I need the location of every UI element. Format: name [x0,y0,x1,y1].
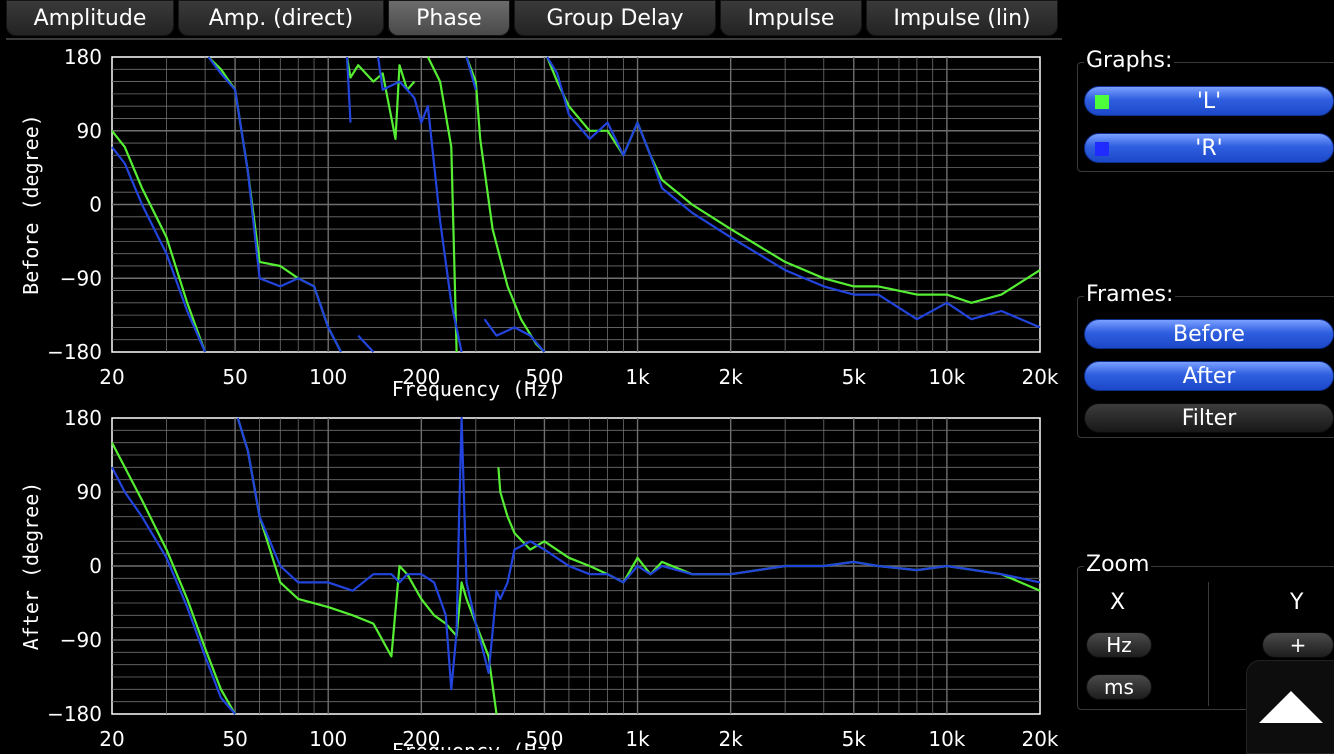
frame-after-button[interactable]: After [1084,361,1334,391]
x-tick-label: 500 [525,727,563,750]
x-tick-label: 5k [842,365,867,389]
series-line-L [111,56,1041,353]
zoom-x-hz-button[interactable]: Hz [1086,632,1152,658]
y-tick-label: 180 [64,45,102,69]
y-tick-label: −180 [47,340,102,364]
x-tick-label: 100 [309,727,347,750]
graph-L-button[interactable]: 'L' [1084,86,1334,116]
zoom-x-ms-button[interactable]: ms [1086,674,1152,700]
y-tick-label: −90 [60,266,102,290]
x-tick-label: 5k [842,727,867,750]
graph-L-label: 'L' [1196,89,1222,114]
x-tick-label: 100 [309,365,347,389]
x-tick-label: 200 [402,727,440,750]
x-axis-label: Frequency (Hz) [392,377,561,401]
y-axis-label: Before (degree) [19,114,43,295]
x-tick-label: 20k [1021,727,1058,750]
x-tick-label: 200 [402,365,440,389]
x-tick-label: 500 [525,365,563,389]
graph-R-button[interactable]: 'R' [1084,133,1334,163]
graphs-group [1077,62,1334,172]
x-tick-label: 50 [222,727,247,750]
x-tick-label: 1k [625,727,650,750]
y-tick-label: −180 [47,702,102,726]
tab-bar: Amplitude Amp. (direct) Phase Group Dela… [6,0,1062,38]
graph-L-swatch [1095,95,1109,109]
tab-impulse[interactable]: Impulse [720,0,862,36]
tab-divider [6,38,1062,40]
y-axis-label: After (degree) [19,482,43,651]
zoom-label: Zoom [1084,552,1152,577]
frame-filter-button[interactable]: Filter [1084,403,1334,433]
x-tick-label: 10k [928,365,965,389]
graph-R-label: 'R' [1195,136,1223,161]
y-tick-label: 0 [89,193,102,217]
frames-label: Frames: [1084,282,1176,307]
tab-amp-direct[interactable]: Amp. (direct) [178,0,384,36]
graphs-label: Graphs: [1084,48,1175,73]
x-tick-label: 10k [928,727,965,750]
zoom-x-label: X [1110,590,1126,615]
series-line-R [111,56,1041,353]
tab-group-delay[interactable]: Group Delay [514,0,716,36]
x-tick-label: 1k [625,365,650,389]
y-tick-label: −90 [60,628,102,652]
scroll-up-button[interactable] [1246,660,1334,754]
zoom-group [1077,566,1334,710]
y-tick-label: 90 [77,119,102,143]
y-tick-label: 0 [89,554,102,578]
zoom-divider [1208,582,1209,706]
x-tick-label: 2k [719,365,744,389]
x-tick-label: 2k [719,727,744,750]
x-axis-label: Frequency (Hz) [392,739,561,750]
tab-amplitude[interactable]: Amplitude [6,0,174,36]
x-tick-label: 20 [99,365,124,389]
y-tick-label: 180 [64,406,102,430]
x-tick-label: 20 [99,727,124,750]
zoom-y-label: Y [1290,590,1304,615]
arrow-up-icon [1259,691,1323,723]
x-tick-label: 50 [222,365,247,389]
frames-group [1077,296,1334,438]
y-tick-label: 90 [77,480,102,504]
tab-phase[interactable]: Phase [388,0,510,36]
frame-before-button[interactable]: Before [1084,319,1334,349]
zoom-y-plus-button[interactable]: + [1262,632,1334,658]
x-tick-label: 20k [1021,365,1058,389]
tab-impulse-lin[interactable]: Impulse (lin) [866,0,1058,36]
graph-R-swatch [1095,142,1109,156]
series-line-R [111,416,1041,715]
